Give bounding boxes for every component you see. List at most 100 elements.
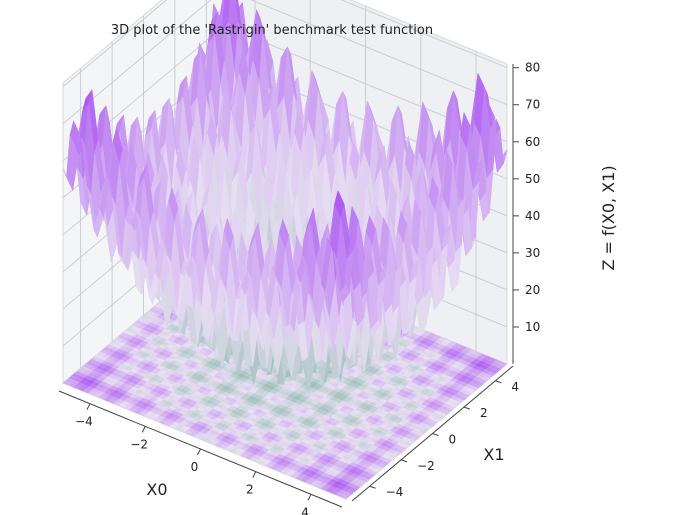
contour-cell xyxy=(280,387,289,392)
contour-cell xyxy=(184,398,193,403)
contour-cell xyxy=(83,382,92,387)
contour-cell xyxy=(419,390,428,395)
contour-cell xyxy=(136,356,145,362)
contour-cell xyxy=(277,389,286,395)
contour-cell xyxy=(160,406,169,411)
contour-cell xyxy=(273,463,281,468)
contour-cell xyxy=(281,462,289,468)
contour-cell xyxy=(355,425,364,430)
contour-cell xyxy=(296,386,305,392)
contour-cell xyxy=(155,346,164,352)
contour-cell xyxy=(353,478,362,483)
contour-cell xyxy=(442,378,451,383)
contour-cell xyxy=(310,381,319,386)
contour-cell xyxy=(270,458,279,464)
contour-cell xyxy=(371,456,379,462)
contour-cell xyxy=(210,376,219,381)
contour-cell xyxy=(473,351,482,357)
contour-cell xyxy=(236,386,244,392)
contour-cell xyxy=(305,404,314,409)
contour-cell xyxy=(407,413,415,419)
contour-cell xyxy=(192,404,201,410)
contour-cell xyxy=(477,367,486,372)
contour-cell xyxy=(393,444,402,449)
contour-cell xyxy=(223,403,232,408)
contour-cell xyxy=(355,381,363,387)
contour-cell xyxy=(370,356,379,361)
contour-cell xyxy=(339,375,348,381)
contour-cell xyxy=(470,354,479,359)
contour-cell xyxy=(86,386,94,391)
contour-cell xyxy=(429,401,438,406)
contour-cell xyxy=(354,439,363,444)
contour-cell xyxy=(303,425,312,430)
contour-cell xyxy=(107,381,116,386)
contour-cell xyxy=(132,398,141,403)
contour-cell xyxy=(215,435,224,441)
contour-cell xyxy=(129,400,138,406)
contour-cell xyxy=(208,404,216,409)
contour-cell xyxy=(170,410,179,415)
contour-cell xyxy=(290,416,299,422)
contour-cell xyxy=(371,374,380,379)
contour-cell xyxy=(261,447,270,453)
contour-cell xyxy=(377,419,386,425)
contour-cell xyxy=(319,449,328,455)
contour-cell xyxy=(418,404,427,409)
contour-cell xyxy=(176,330,184,335)
contour-cell xyxy=(192,397,201,403)
contour-cell xyxy=(367,440,376,446)
contour-cell xyxy=(99,363,107,368)
contour-cell xyxy=(453,368,462,373)
contour-cell xyxy=(151,413,160,418)
contour-cell xyxy=(353,370,362,375)
contour-cell xyxy=(380,442,389,447)
contour-cell xyxy=(349,411,358,417)
contour-cell xyxy=(136,382,145,387)
contour-cell xyxy=(202,351,211,357)
contour-cell xyxy=(218,383,226,388)
contour-cell xyxy=(356,475,364,481)
contour-cell xyxy=(271,451,280,457)
contour-cell xyxy=(78,386,87,392)
contour-cell xyxy=(370,388,379,393)
contour-cell xyxy=(336,384,345,390)
contour-cell xyxy=(436,357,445,363)
contour-cell xyxy=(265,463,274,468)
contour-cell xyxy=(425,417,433,423)
contour-cell xyxy=(139,354,148,359)
contour-cell xyxy=(494,359,502,365)
contour-cell xyxy=(398,363,407,369)
contour-cell xyxy=(362,381,371,386)
contour-cell xyxy=(325,470,333,475)
contour-cell xyxy=(166,376,174,381)
contour-cell xyxy=(374,447,383,452)
contour-cell xyxy=(190,393,199,398)
contour-cell xyxy=(373,385,381,391)
contour-cell xyxy=(329,403,337,408)
contour-cell xyxy=(200,372,209,377)
contour-cell xyxy=(355,374,364,380)
contour-cell xyxy=(253,422,262,428)
contour-cell xyxy=(228,412,237,417)
contour-cell xyxy=(101,367,110,372)
contour-cell xyxy=(319,399,327,404)
contour-cell xyxy=(250,457,258,462)
contour-cell xyxy=(141,358,150,364)
contour-cell xyxy=(226,375,235,381)
contour-cell xyxy=(218,426,227,431)
contour-cell xyxy=(361,452,369,457)
contour-cell xyxy=(361,445,370,451)
contour-cell xyxy=(382,346,391,351)
contour-cell xyxy=(342,480,351,486)
contour-cell xyxy=(147,347,156,352)
contour-cell xyxy=(299,459,308,465)
contour-cell xyxy=(190,418,199,424)
contour-cell xyxy=(395,448,404,454)
contour-cell xyxy=(197,406,206,412)
contour-cell xyxy=(396,391,404,396)
contour-cell xyxy=(489,357,497,363)
contour-cell xyxy=(195,395,204,400)
contour-cell xyxy=(265,413,273,418)
contour-cell xyxy=(332,394,341,399)
